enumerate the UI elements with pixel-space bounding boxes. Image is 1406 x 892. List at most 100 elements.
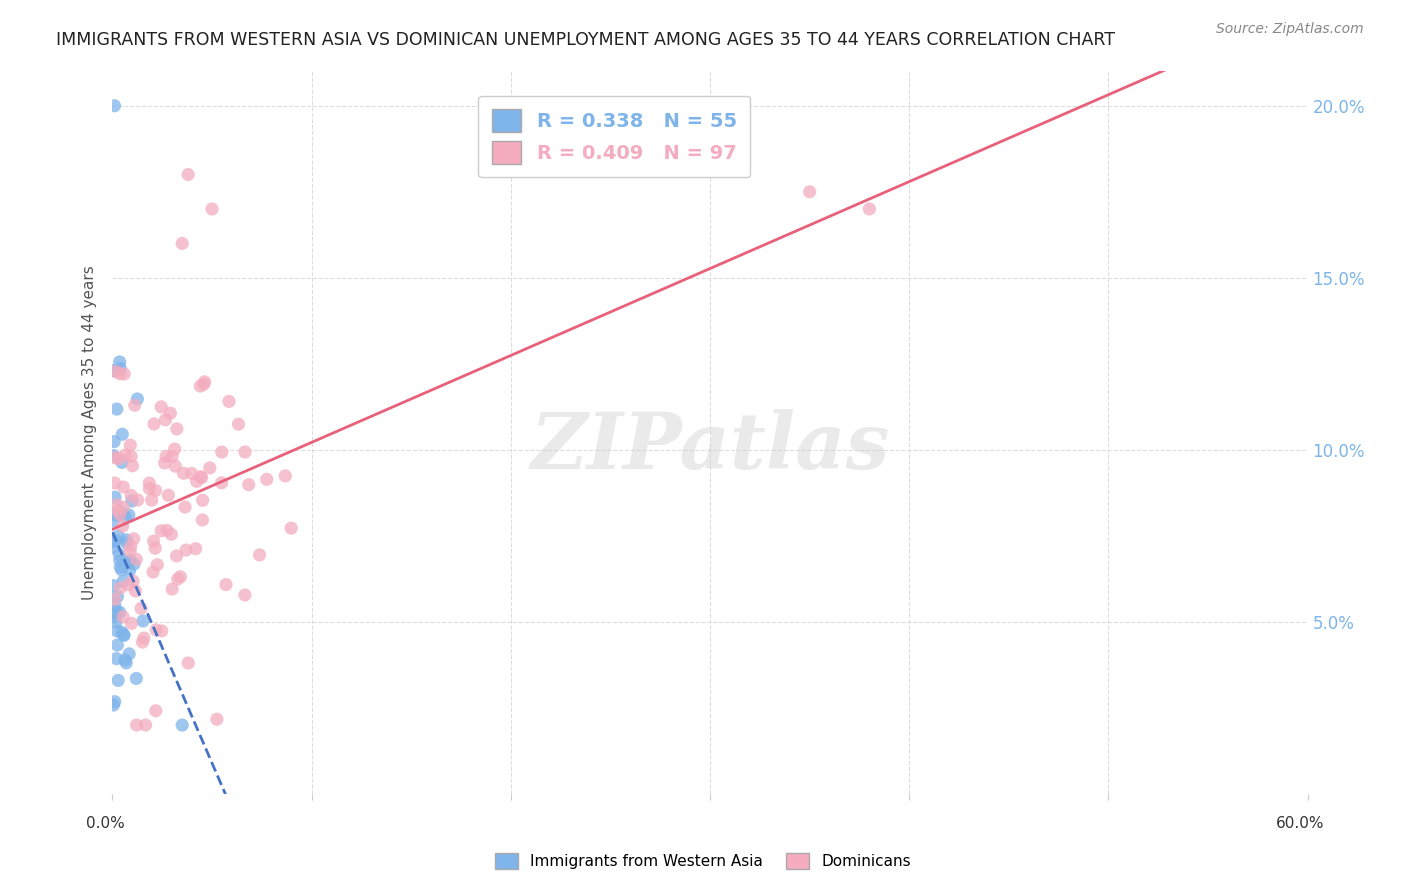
Point <box>127 493 149 508</box>
Point <box>120 450 142 464</box>
Point <box>115 656 138 670</box>
Point <box>105 402 128 417</box>
Point <box>166 422 188 436</box>
Point <box>155 413 177 427</box>
Point <box>105 604 128 618</box>
Point <box>129 601 152 615</box>
Point <box>143 417 166 431</box>
Point <box>121 616 143 631</box>
Legend: R = 0.338   N = 55, R = 0.409   N = 97: R = 0.338 N = 55, R = 0.409 N = 97 <box>478 95 751 178</box>
Point <box>138 476 160 491</box>
Point <box>159 406 181 420</box>
Point <box>112 480 135 494</box>
Point <box>111 455 134 469</box>
Point <box>157 488 180 502</box>
Point <box>114 448 136 462</box>
Point <box>122 557 145 571</box>
Point <box>138 482 160 496</box>
Point <box>186 475 208 489</box>
Point <box>103 99 125 113</box>
Point <box>103 610 125 624</box>
Point <box>118 564 141 578</box>
Point <box>115 536 138 550</box>
Point <box>131 635 153 649</box>
Point <box>174 543 197 558</box>
Point <box>150 400 173 414</box>
Point <box>118 647 141 661</box>
Point <box>104 592 127 607</box>
Point <box>172 718 194 732</box>
Point <box>165 459 187 474</box>
Point <box>104 615 127 629</box>
Point <box>112 367 135 381</box>
Text: Source: ZipAtlas.com: Source: ZipAtlas.com <box>1216 22 1364 37</box>
Point <box>125 552 148 566</box>
Point <box>858 202 880 216</box>
Point <box>155 450 177 464</box>
Point <box>122 532 145 546</box>
Point <box>124 398 146 412</box>
Point <box>103 698 125 712</box>
Point <box>110 560 132 574</box>
Legend: Immigrants from Western Asia, Dominicans: Immigrants from Western Asia, Dominicans <box>489 847 917 875</box>
Point <box>105 624 128 638</box>
Point <box>104 364 127 378</box>
Point <box>103 514 125 528</box>
Point <box>184 541 207 556</box>
Y-axis label: Unemployment Among Ages 35 to 44 years: Unemployment Among Ages 35 to 44 years <box>82 265 97 600</box>
Point <box>180 467 202 481</box>
Point <box>111 625 134 640</box>
Point <box>125 672 148 686</box>
Point <box>169 570 191 584</box>
Point <box>105 651 128 665</box>
Point <box>166 549 188 563</box>
Point <box>150 524 173 538</box>
Point <box>193 377 215 392</box>
Point <box>103 534 125 549</box>
Point <box>103 434 125 449</box>
Point <box>177 656 200 670</box>
Point <box>145 704 167 718</box>
Point <box>211 475 233 490</box>
Point <box>127 392 149 406</box>
Point <box>218 394 240 409</box>
Point <box>198 461 221 475</box>
Point <box>104 490 127 504</box>
Point <box>142 565 165 579</box>
Point <box>233 588 256 602</box>
Point <box>173 467 195 481</box>
Point <box>108 508 131 522</box>
Point <box>160 450 183 464</box>
Point <box>103 449 125 463</box>
Point <box>190 379 212 393</box>
Point <box>191 493 214 508</box>
Text: 0.0%: 0.0% <box>86 816 125 830</box>
Point <box>108 355 131 369</box>
Point <box>120 488 142 502</box>
Point <box>118 577 141 591</box>
Point <box>142 534 165 549</box>
Point <box>132 614 155 628</box>
Point <box>105 498 128 512</box>
Point <box>191 513 214 527</box>
Point <box>114 510 136 524</box>
Text: IMMIGRANTS FROM WESTERN ASIA VS DOMINICAN UNEMPLOYMENT AMONG AGES 35 TO 44 YEARS: IMMIGRANTS FROM WESTERN ASIA VS DOMINICA… <box>56 31 1115 49</box>
Point <box>156 524 179 538</box>
Point <box>153 456 176 470</box>
Point <box>160 582 183 596</box>
Point <box>111 563 134 577</box>
Point <box>104 695 127 709</box>
Point <box>107 590 129 604</box>
Point <box>124 583 146 598</box>
Point <box>111 574 134 589</box>
Point <box>274 468 297 483</box>
Point <box>107 673 129 688</box>
Point <box>190 471 212 485</box>
Point <box>103 363 125 377</box>
Point <box>190 469 212 483</box>
Point <box>215 577 238 591</box>
Point <box>174 500 197 514</box>
Point <box>107 529 129 543</box>
Point <box>111 609 134 624</box>
Point <box>114 653 136 667</box>
